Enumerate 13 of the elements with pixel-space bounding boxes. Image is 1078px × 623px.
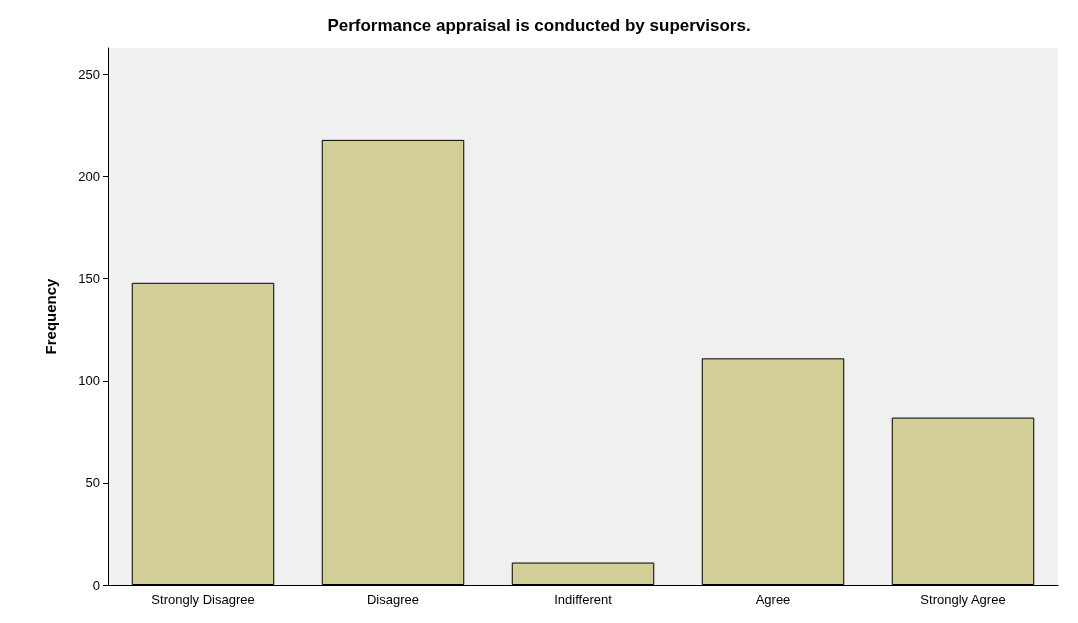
- y-tick-label: 200: [78, 169, 100, 185]
- y-tick-label: 0: [92, 577, 100, 593]
- y-tick-label: 250: [78, 67, 100, 83]
- y-tick-label: 50: [85, 475, 100, 491]
- x-tick-label: Strongly Disagree: [151, 592, 255, 607]
- y-tick-label: 100: [78, 373, 100, 389]
- chart-title: Performance appraisal is conducted by supervisors.: [327, 16, 751, 35]
- x-tick-label: Strongly Agree: [920, 592, 1006, 607]
- x-tick-label: Disagree: [366, 592, 420, 607]
- y-tick-label: 150: [78, 271, 100, 287]
- x-tick-label: Agree: [755, 592, 791, 607]
- y-axis-title: Frequency: [42, 277, 59, 355]
- x-tick-label: Indifferent: [554, 592, 613, 607]
